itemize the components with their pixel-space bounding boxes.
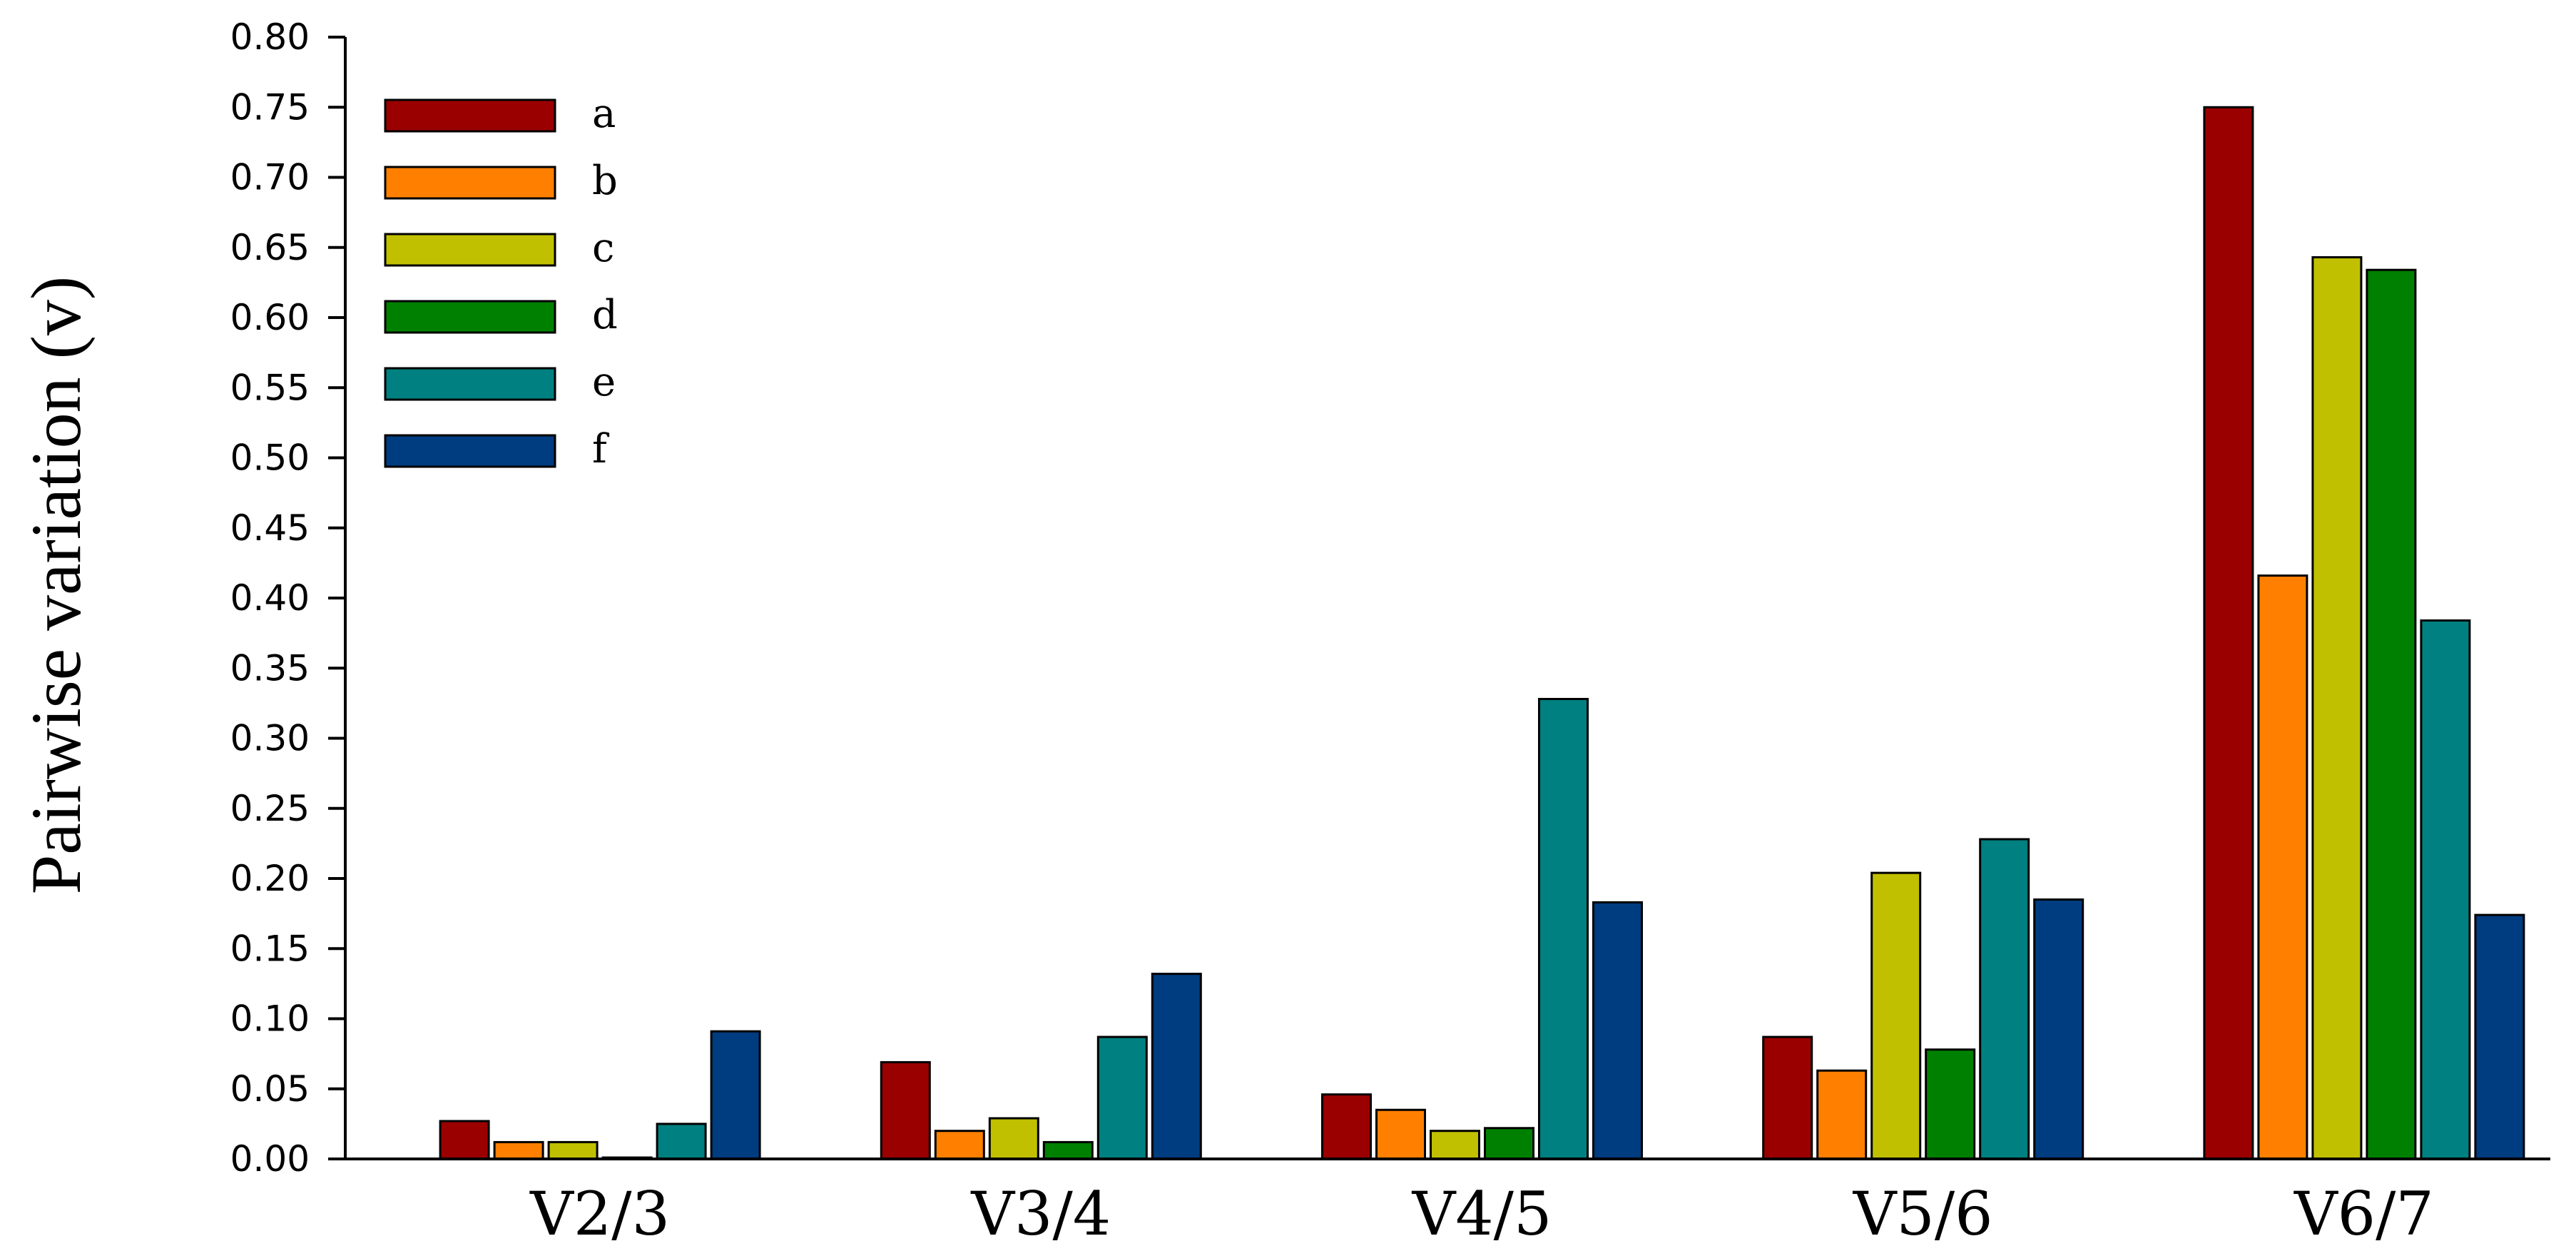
y-tick-label: 0.10 [230, 998, 310, 1040]
y-tick-label: 0.40 [230, 577, 310, 619]
x-labels-layer: V2/3 V3/4 V4/5 V5/6 V6/7 [529, 1179, 2434, 1249]
x-category-label: V3/4 [970, 1179, 1111, 1249]
bar-e-0 [656, 1123, 707, 1160]
bar-f-4 [2474, 913, 2525, 1160]
bar-c-1 [988, 1117, 1039, 1160]
y-tick-label: 0.80 [230, 16, 310, 58]
legend-label-a: a [592, 91, 616, 137]
legend-swatch-d [384, 300, 556, 334]
bar-b-0 [493, 1140, 544, 1160]
y-tick-label: 0.55 [230, 367, 310, 408]
y-tick-label: 0.65 [230, 227, 310, 268]
bars-layer [439, 106, 2525, 1160]
bar-d-1 [1042, 1140, 1094, 1160]
legend-swatch-f [384, 434, 556, 468]
bar-d-4 [2366, 268, 2417, 1160]
bar-a-2 [1321, 1093, 1372, 1160]
y-tick-label: 0.25 [230, 788, 310, 829]
y-tick-label: 0.45 [230, 507, 310, 549]
bar-e-1 [1096, 1035, 1148, 1160]
legend-swatch-a [384, 98, 556, 133]
legend-label-c: c [592, 225, 614, 271]
y-tick-label: 0.30 [230, 718, 310, 759]
legend-swatch-c [384, 233, 556, 267]
bar-f-2 [1592, 901, 1643, 1160]
bar-a-0 [439, 1120, 490, 1160]
legend-label-d: d [592, 292, 618, 338]
bar-e-4 [2420, 619, 2471, 1160]
bar-f-1 [1151, 973, 1202, 1160]
y-tick-label: 0.00 [230, 1138, 310, 1180]
bar-f-3 [2033, 898, 2084, 1160]
bar-a-3 [1762, 1035, 1813, 1160]
bar-c-2 [1430, 1130, 1480, 1160]
y-tick-label: 0.50 [230, 437, 310, 479]
x-category-label: V2/3 [529, 1179, 670, 1249]
legend-label-b: b [592, 158, 618, 204]
y-tick-label: 0.70 [230, 157, 310, 198]
legend-swatch-b [384, 166, 556, 200]
y-tick-label: 0.15 [230, 928, 310, 969]
bar-b-4 [2257, 574, 2308, 1160]
bar-c-0 [547, 1140, 599, 1160]
bar-e-3 [1979, 838, 2030, 1160]
y-ticks-layer: 0.00 0.05 0.10 0.15 0.20 0.25 0.30 0.35 0.40 0.45… [230, 16, 345, 1180]
x-category-label: V6/7 [2294, 1179, 2434, 1249]
x-category-label: V5/6 [1853, 1179, 1993, 1249]
bar-b-3 [1816, 1069, 1868, 1160]
bar-a-4 [2203, 106, 2254, 1160]
bar-d-3 [1925, 1048, 1976, 1160]
bar-a-1 [880, 1060, 931, 1160]
y-tick-label: 0.75 [230, 86, 310, 128]
bar-b-2 [1375, 1108, 1426, 1160]
legend-label-f: f [592, 426, 610, 472]
bar-f-0 [710, 1030, 761, 1160]
legend-swatch-e [384, 367, 556, 401]
bar-d-2 [1484, 1127, 1534, 1160]
y-axis-title: Pairwise variation (v) [16, 276, 96, 894]
legend-label-e: e [592, 359, 616, 405]
bar-e-2 [1538, 697, 1589, 1160]
bar-c-4 [2311, 256, 2363, 1160]
y-tick-label: 0.60 [230, 297, 310, 338]
y-tick-label: 0.20 [230, 858, 310, 899]
y-tick-label: 0.35 [230, 647, 310, 689]
bar-b-1 [934, 1130, 985, 1160]
bar-c-3 [1870, 871, 1922, 1160]
x-category-label: V4/5 [1412, 1179, 1552, 1249]
y-tick-label: 0.05 [230, 1068, 310, 1110]
